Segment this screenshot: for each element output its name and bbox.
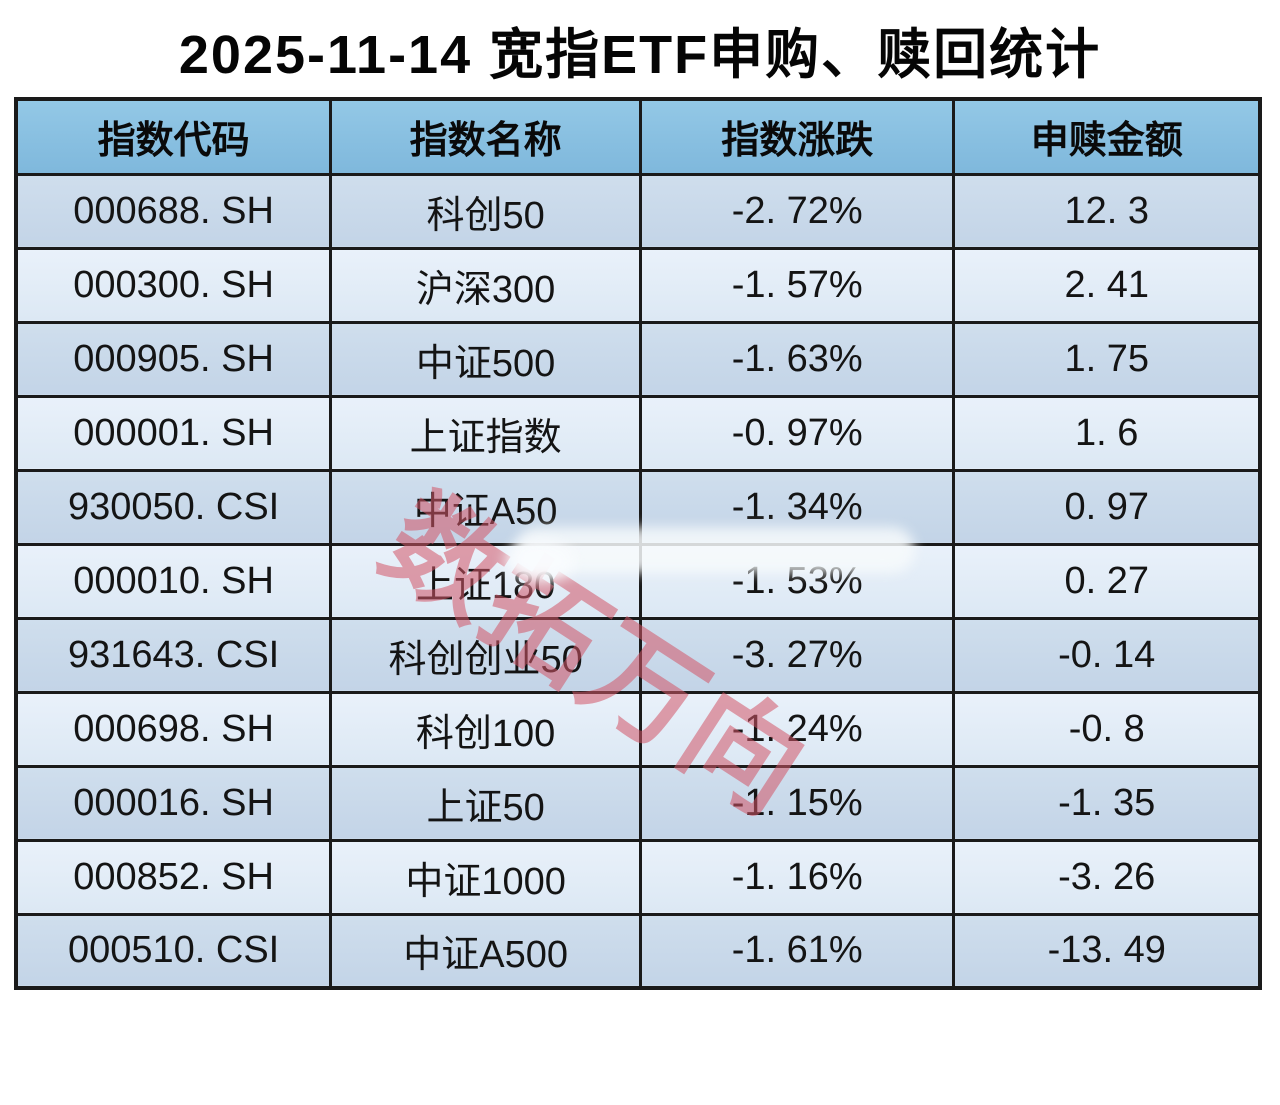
column-header-amount: 申赎金额 xyxy=(952,97,1262,176)
cell-index-code: 000300. SH xyxy=(14,246,333,324)
cell-amount: -13. 49 xyxy=(952,912,1262,990)
cell-index-change: -1. 15% xyxy=(638,764,956,842)
table-row: 000016. SH 上证50 -1. 15% -1. 35 xyxy=(14,764,1262,842)
cell-amount: -0. 8 xyxy=(952,690,1262,768)
cell-amount: -3. 26 xyxy=(952,838,1262,916)
cell-index-name: 中证500 xyxy=(329,320,642,398)
table-row: 000905. SH 中证500 -1. 63% 1. 75 xyxy=(14,320,1262,398)
cell-index-change: -1. 61% xyxy=(638,912,956,990)
table-row: 000698. SH 科创100 -1. 24% -0. 8 xyxy=(14,690,1262,768)
cell-amount: 1. 6 xyxy=(952,394,1262,472)
cell-amount: 1. 75 xyxy=(952,320,1262,398)
cell-index-code: 000852. SH xyxy=(14,838,333,916)
cell-index-change: -3. 27% xyxy=(638,616,956,694)
cell-amount: -0. 14 xyxy=(952,616,1262,694)
table-row: 000852. SH 中证1000 -1. 16% -3. 26 xyxy=(14,838,1262,916)
cell-index-code: 000016. SH xyxy=(14,764,333,842)
table-row: 931643. CSI 科创创业50 -3. 27% -0. 14 xyxy=(14,616,1262,694)
cell-index-change: -2. 72% xyxy=(638,172,956,250)
table-row: 000010. SH 上证180 -1. 53% 0. 27 xyxy=(14,542,1262,620)
table-row: 930050. CSI 中证A50 -1. 34% 0. 97 xyxy=(14,468,1262,546)
cell-index-change: -1. 57% xyxy=(638,246,956,324)
cell-amount: 0. 97 xyxy=(952,468,1262,546)
cell-index-name: 中证A50 xyxy=(329,468,642,546)
cell-index-name: 科创创业50 xyxy=(329,616,642,694)
cell-index-name: 上证180 xyxy=(329,542,642,620)
column-header-index-name: 指数名称 xyxy=(329,97,642,176)
cell-index-name: 科创50 xyxy=(329,172,642,250)
cell-index-change: -1. 53% xyxy=(638,542,956,620)
cell-index-name: 上证50 xyxy=(329,764,642,842)
cell-index-code: 000510. CSI xyxy=(14,912,333,990)
cell-index-code: 000001. SH xyxy=(14,394,333,472)
cell-amount: 2. 41 xyxy=(952,246,1262,324)
cell-index-code: 000688. SH xyxy=(14,172,333,250)
cell-index-name: 中证1000 xyxy=(329,838,642,916)
cell-index-change: -1. 63% xyxy=(638,320,956,398)
cell-index-name: 中证A500 xyxy=(329,912,642,990)
cell-index-code: 931643. CSI xyxy=(14,616,333,694)
cell-index-code: 930050. CSI xyxy=(14,468,333,546)
cell-index-change: -1. 24% xyxy=(638,690,956,768)
table-row: 000688. SH 科创50 -2. 72% 12. 3 xyxy=(14,172,1262,250)
cell-index-change: -0. 97% xyxy=(638,394,956,472)
cell-amount: -1. 35 xyxy=(952,764,1262,842)
header-row: 指数代码 指数名称 指数涨跌 申赎金额 xyxy=(14,97,1262,176)
table-row: 000300. SH 沪深300 -1. 57% 2. 41 xyxy=(14,246,1262,324)
cell-amount: 12. 3 xyxy=(952,172,1262,250)
cell-index-name: 科创100 xyxy=(329,690,642,768)
column-header-index-code: 指数代码 xyxy=(14,97,333,176)
cell-index-name: 沪深300 xyxy=(329,246,642,324)
table-row: 000510. CSI 中证A500 -1. 61% -13. 49 xyxy=(14,912,1262,990)
cell-amount: 0. 27 xyxy=(952,542,1262,620)
table-row: 000001. SH 上证指数 -0. 97% 1. 6 xyxy=(14,394,1262,472)
column-header-index-change: 指数涨跌 xyxy=(638,97,956,176)
cell-index-name: 上证指数 xyxy=(329,394,642,472)
cell-index-code: 000010. SH xyxy=(14,542,333,620)
cell-index-code: 000905. SH xyxy=(14,320,333,398)
page-title: 2025-11-14 宽指ETF申购、赎回统计 xyxy=(178,25,1102,85)
cell-index-change: -1. 34% xyxy=(638,468,956,546)
cell-index-change: -1. 16% xyxy=(638,838,956,916)
cell-index-code: 000698. SH xyxy=(14,690,333,768)
etf-subscription-table: 指数代码 指数名称 指数涨跌 申赎金额 000688. SH 科创50 -2. 72… xyxy=(14,97,1262,990)
